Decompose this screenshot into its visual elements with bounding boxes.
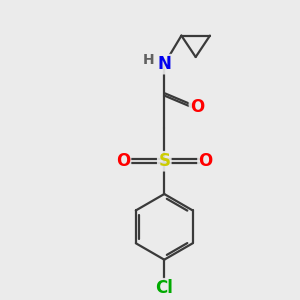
Text: O: O: [199, 152, 213, 170]
Text: H: H: [143, 53, 154, 67]
Text: O: O: [116, 152, 130, 170]
Text: Cl: Cl: [155, 279, 173, 297]
Text: O: O: [190, 98, 204, 116]
Text: S: S: [158, 152, 170, 170]
Text: N: N: [157, 55, 171, 73]
